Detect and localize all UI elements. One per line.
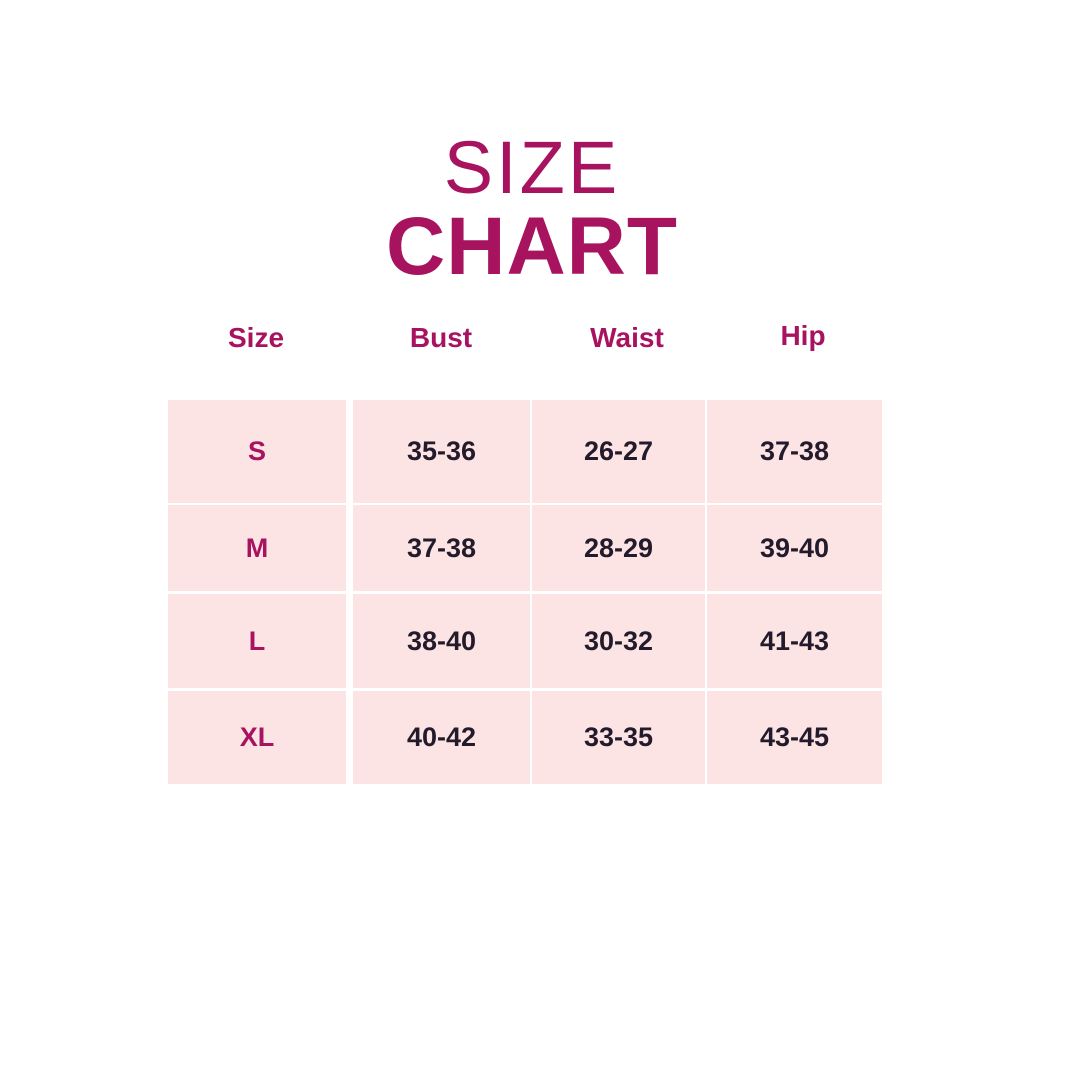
title-chart: CHART [386,201,678,292]
size-label-cell: M [168,505,346,591]
column-header-size: Size [227,322,285,353]
size-label-cell: XL [168,691,346,784]
measurement-cell-hip: 37-38 [707,400,882,503]
measurement-cell-bust: 35-36 [353,400,530,503]
measurement-cell-waist: 30-32 [532,594,705,688]
measurement-cell-hip: 39-40 [707,505,882,591]
size-label-cell: S [168,400,346,503]
measurement-cell-bust: 38-40 [353,594,530,688]
measurement-cell-waist: 33-35 [532,691,705,784]
measurement-cell-bust: 37-38 [353,505,530,591]
title-size: SIZE [443,126,621,209]
column-header-hip: Hip [780,320,826,351]
measurement-cell-waist: 26-27 [532,400,705,503]
column-header-waist: Waist [590,322,664,353]
column-header-bust: Bust [409,322,473,353]
measurement-cell-hip: 41-43 [707,594,882,688]
measurement-cell-bust: 40-42 [353,691,530,784]
measurement-cell-hip: 43-45 [707,691,882,784]
measurement-cell-waist: 28-29 [532,505,705,591]
size-label-cell: L [168,594,346,688]
